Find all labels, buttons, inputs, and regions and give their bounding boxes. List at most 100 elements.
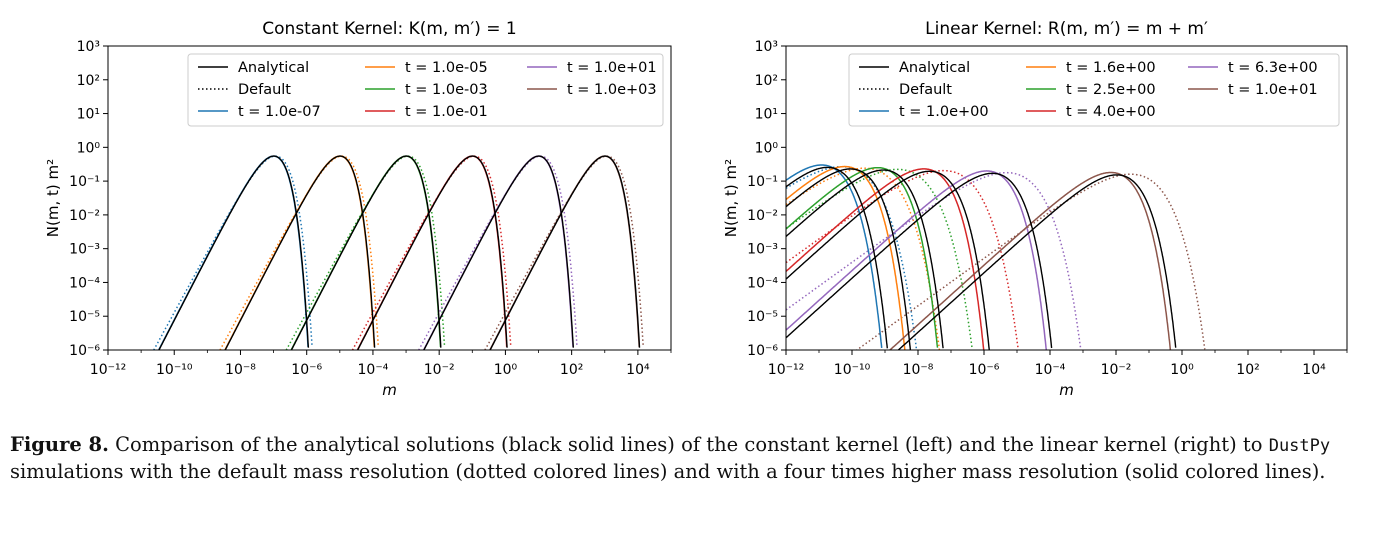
chart-title: Linear Kernel: R(m, m′) = m + m′ bbox=[925, 19, 1208, 39]
analytical-line bbox=[786, 170, 990, 350]
x-tick-label: 10⁻¹² bbox=[768, 362, 804, 378]
y-tick-label: 10⁻² bbox=[69, 208, 100, 224]
x-tick-label: 10⁴ bbox=[626, 362, 650, 378]
default-series-line bbox=[285, 155, 446, 350]
legend-label: Analytical bbox=[238, 60, 309, 76]
y-tick-label: 10³ bbox=[755, 39, 778, 55]
x-tick-label: 10⁰ bbox=[1170, 362, 1194, 378]
legend-label: t = 1.0e-05 bbox=[405, 60, 488, 76]
analytical-line bbox=[356, 155, 508, 350]
y-tick-label: 10⁰ bbox=[77, 140, 101, 156]
x-tick-label: 10⁻⁸ bbox=[225, 362, 256, 378]
plot-frame bbox=[785, 45, 1348, 351]
y-axis-label: N(m, t) m² bbox=[722, 159, 740, 237]
y-tick-label: 10⁻³ bbox=[747, 242, 778, 258]
x-tick-label: 10⁻¹² bbox=[90, 362, 126, 378]
default-series-line bbox=[786, 171, 1082, 350]
x-tick-label: 10² bbox=[560, 362, 583, 378]
legend-label: t = 1.0e-03 bbox=[405, 82, 488, 98]
analytical-line bbox=[158, 155, 310, 350]
x-tick-label: 10⁻⁴ bbox=[1035, 362, 1066, 378]
x-tick-label: 10⁻⁶ bbox=[969, 362, 1000, 378]
y-tick-label: 10² bbox=[77, 73, 100, 89]
legend-label: Default bbox=[238, 82, 291, 98]
legend-label: t = 1.0e+00 bbox=[899, 104, 989, 120]
y-tick-label: 10¹ bbox=[755, 107, 778, 123]
y-tick-label: 10⁻⁶ bbox=[747, 343, 778, 359]
legend-label: t = 1.0e+01 bbox=[567, 60, 657, 76]
y-tick-label: 10⁻⁵ bbox=[69, 309, 100, 325]
x-tick-label: 10⁻⁶ bbox=[291, 362, 322, 378]
y-tick-label: 10⁻¹ bbox=[747, 174, 778, 190]
legend-label: t = 1.0e+03 bbox=[567, 82, 657, 98]
legend-label: t = 6.3e+00 bbox=[1228, 60, 1318, 76]
x-axis-label: m bbox=[382, 381, 397, 399]
constant-kernel-panel: 10⁻¹² 10⁻¹⁰ 10⁻⁸ 10⁻⁶ 10⁻⁴ 10⁻² 10⁰ 10² 10⁴ 10⁻⁶ 1… bbox=[44, 19, 672, 399]
analytical-line bbox=[489, 155, 641, 350]
x-tick-label: 10⁻¹⁰ bbox=[156, 362, 193, 378]
y-tick-label: 10⁻⁴ bbox=[69, 275, 100, 291]
analytical-line bbox=[786, 166, 888, 349]
y-tick-label: 10¹ bbox=[77, 107, 100, 123]
analytical-line bbox=[786, 169, 944, 349]
caption-text-2: simulations with the default mass resolu… bbox=[10, 460, 1326, 483]
analytical-line bbox=[786, 168, 912, 350]
x-tick-label: 10⁴ bbox=[1302, 362, 1326, 378]
analytical-line bbox=[224, 155, 376, 350]
legend-label: t = 1.6e+00 bbox=[1066, 60, 1156, 76]
default-series-line bbox=[153, 155, 313, 350]
figure: 10⁻¹² 10⁻¹⁰ 10⁻⁸ 10⁻⁶ 10⁻⁴ 10⁻² 10⁰ 10² 10⁴ 10⁻⁶ 1… bbox=[44, 19, 1348, 399]
y-tick-label: 10⁻² bbox=[747, 208, 778, 224]
x-tick-label: 10⁻¹⁰ bbox=[834, 362, 871, 378]
default-series-line bbox=[786, 165, 918, 349]
y-tick-label: 10² bbox=[755, 73, 778, 89]
chart-title: Constant Kernel: K(m, m′) = 1 bbox=[262, 19, 516, 39]
series-line bbox=[489, 155, 640, 350]
series-line bbox=[290, 155, 442, 350]
series-line bbox=[786, 168, 985, 350]
figure-caption: Figure 8. Comparison of the analytical s… bbox=[10, 432, 1376, 485]
default-series-line bbox=[351, 155, 512, 350]
y-axis-label: N(m, t) m² bbox=[44, 159, 62, 237]
y-tick-label: 10⁻³ bbox=[69, 242, 100, 258]
x-tick-label: 10⁰ bbox=[494, 362, 518, 378]
caption-text-1: Comparison of the analytical solutions (… bbox=[108, 433, 1269, 456]
legend-label: Analytical bbox=[899, 60, 970, 76]
plot-frame bbox=[107, 45, 672, 351]
series-line bbox=[158, 155, 309, 350]
legend-label: t = 1.0e+01 bbox=[1228, 82, 1318, 98]
y-tick-label: 10⁻⁴ bbox=[747, 275, 778, 291]
y-tick-label: 10⁻¹ bbox=[69, 174, 100, 190]
series-line bbox=[224, 155, 376, 350]
analytical-line bbox=[290, 155, 442, 350]
series-line bbox=[422, 155, 574, 350]
x-tick-label: 10⁻⁴ bbox=[358, 362, 389, 378]
series-line bbox=[356, 155, 508, 350]
x-tick-label: 10² bbox=[1236, 362, 1259, 378]
legend-label: t = 1.0e-07 bbox=[238, 104, 321, 120]
series-line bbox=[786, 170, 1048, 350]
y-tick-label: 10⁻⁵ bbox=[747, 309, 778, 325]
legend-label: t = 4.0e+00 bbox=[1066, 104, 1156, 120]
x-tick-label: 10⁻⁸ bbox=[903, 362, 934, 378]
linear-kernel-panel: 10⁻¹² 10⁻¹⁰ 10⁻⁸ 10⁻⁶ 10⁻⁴ 10⁻² 10⁰ 10² 10⁴ 10⁻⁶ 1… bbox=[722, 19, 1348, 399]
series-line bbox=[786, 165, 906, 350]
default-series-line bbox=[484, 155, 644, 350]
series-group bbox=[786, 164, 1206, 350]
legend-label: t = 2.5e+00 bbox=[1066, 82, 1156, 98]
series-group bbox=[153, 155, 644, 350]
analytical-line bbox=[423, 155, 574, 350]
default-series-line bbox=[417, 155, 578, 350]
legend-label: Default bbox=[899, 82, 952, 98]
default-series-line bbox=[219, 155, 379, 350]
legend-box bbox=[848, 53, 1340, 127]
analytical-line bbox=[897, 174, 1177, 350]
y-tick-label: 10³ bbox=[77, 39, 100, 55]
y-tick-label: 10⁰ bbox=[755, 140, 779, 156]
default-series-line bbox=[855, 173, 1206, 350]
y-tick-label: 10⁻⁶ bbox=[69, 343, 100, 359]
legend-box bbox=[187, 53, 664, 127]
caption-label: Figure 8. bbox=[10, 433, 109, 456]
analytical-line bbox=[786, 172, 1053, 349]
legend-label: t = 1.0e-01 bbox=[405, 104, 488, 120]
